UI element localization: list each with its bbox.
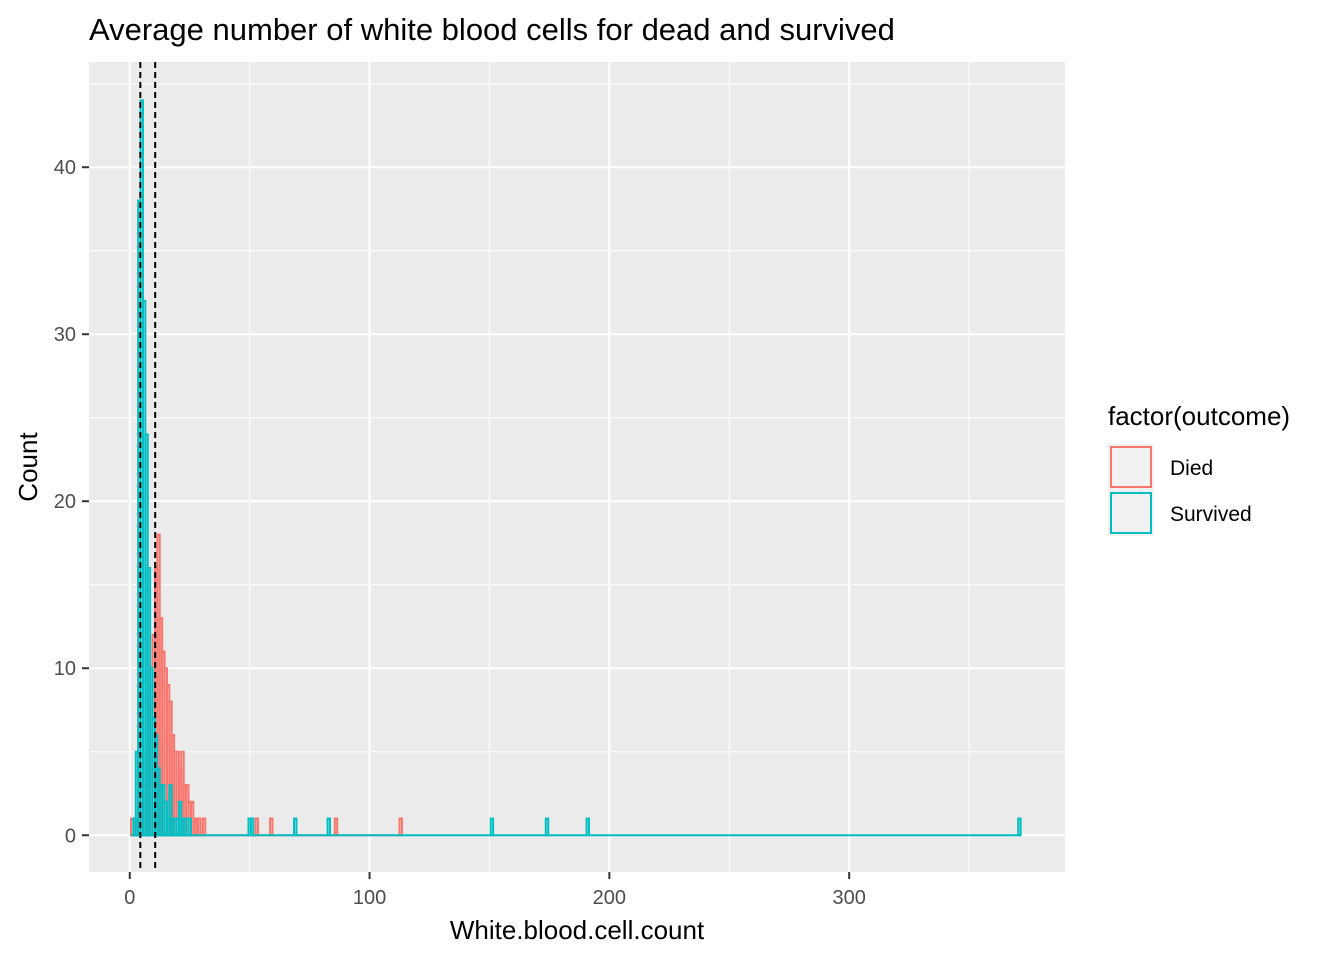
y-axis: 0 10 20 30 40 [54,157,89,847]
legend-key-bg-died [1108,444,1154,490]
legend-key-bg-survived [1108,490,1154,536]
legend-item-survived: Survived [1108,490,1252,536]
plot-panel [89,62,1065,872]
bar-survived [326,817,332,837]
y-tick-label: 30 [54,324,76,346]
bar-survived [187,817,192,837]
bar-survived [585,817,590,837]
x-tick-label: 200 [593,887,626,909]
x-tick-label: 300 [832,887,865,909]
x-tick-label: 100 [353,887,386,909]
legend-label-died: Died [1170,457,1213,480]
x-axis: 0 100 200 300 [124,872,866,909]
y-axis-title: Count [13,432,43,502]
legend: factor(outcome) Died Survived [1108,401,1290,536]
x-axis-title: White.blood.cell.count [450,915,705,945]
y-tick-label: 0 [65,825,76,847]
legend-label-survived: Survived [1170,503,1252,526]
bar-survived [293,817,298,837]
chart-title: Average number of white blood cells for … [89,12,895,47]
bar-survived [544,817,550,837]
legend-title: factor(outcome) [1108,401,1290,431]
y-tick-label: 20 [54,491,76,513]
bar-survived [182,817,188,837]
legend-key-survived [1110,492,1152,534]
bar-survived [1017,817,1022,837]
minor-gridlines [89,62,1065,872]
x-tick-label: 0 [124,887,135,909]
y-tick-label: 40 [54,157,76,179]
bar-survived [249,817,255,837]
reference-lines [139,62,157,872]
legend-item-died: Died [1108,444,1213,490]
bar-survived [168,784,173,837]
bar-survived [489,817,495,837]
y-tick-label: 10 [54,658,76,680]
legend-key-died [1110,446,1152,488]
